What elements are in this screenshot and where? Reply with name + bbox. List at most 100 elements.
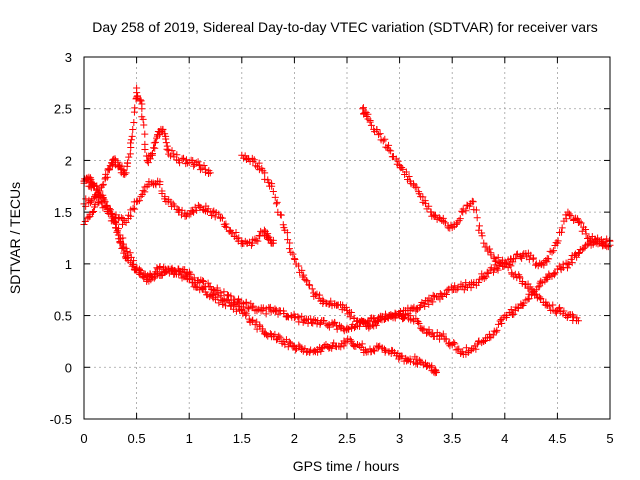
data-point-interp <box>305 281 313 289</box>
data-point-interp <box>242 310 250 318</box>
data-point <box>359 105 367 113</box>
data-point-interp <box>589 238 597 246</box>
data-point <box>164 146 172 154</box>
data-point <box>543 275 551 283</box>
data-point-interp <box>156 180 164 188</box>
data-point <box>101 198 109 206</box>
y-tick-label: 1.5 <box>54 205 72 220</box>
data-point-interp <box>319 344 327 352</box>
data-point-interp <box>478 232 486 240</box>
data-point-interp <box>380 345 388 353</box>
x-tick-label: 1 <box>186 431 193 446</box>
data-point-interp <box>550 247 558 255</box>
data-point-interp <box>242 311 250 319</box>
data-point-interp <box>489 268 497 276</box>
data-point-interp <box>136 270 144 278</box>
data-point-interp <box>373 125 381 133</box>
data-point-interp <box>101 174 109 182</box>
y-tick-label: 2.5 <box>54 102 72 117</box>
data-point-interp <box>139 187 147 195</box>
data-point-interp <box>554 237 562 245</box>
data-point-interp <box>582 230 590 238</box>
data-point-interp <box>90 208 98 216</box>
data-point-interp <box>96 187 104 195</box>
data-point-interp <box>253 318 261 326</box>
data-point <box>459 283 467 291</box>
data-point-interp <box>379 137 387 145</box>
data-point-interp <box>82 195 90 203</box>
data-point-interp <box>331 318 339 326</box>
data-point-interp <box>556 304 564 312</box>
data-point-interp <box>349 321 357 329</box>
data-point-interp <box>285 245 293 253</box>
data-point-interp <box>576 218 584 226</box>
data-point-interp <box>545 302 553 310</box>
data-point-interp <box>199 277 207 285</box>
x-tick-label: 4.5 <box>548 431 566 446</box>
data-point-interp <box>179 154 187 162</box>
data-point-interp <box>429 298 437 306</box>
data-point-interp <box>271 330 279 338</box>
data-point-interp <box>421 302 429 310</box>
data-point-interp <box>367 121 375 129</box>
data-point-interp <box>273 198 281 206</box>
data-point <box>206 169 214 177</box>
data-point-interp <box>371 347 379 355</box>
data-point-interp <box>163 145 171 153</box>
data-point-interp <box>494 266 502 274</box>
data-point-interp <box>271 193 279 201</box>
data-point-interp <box>534 283 542 291</box>
data-point-interp <box>473 214 481 222</box>
data-point-interp <box>558 228 566 236</box>
data-point-interp <box>223 223 231 231</box>
data-point-interp <box>462 207 470 215</box>
data-point-interp <box>546 247 554 255</box>
data-point-interp <box>127 212 135 220</box>
data-point-interp <box>366 117 374 125</box>
data-point-interp <box>387 147 395 155</box>
data-point-interp <box>472 206 480 214</box>
data-point-interp <box>342 303 350 311</box>
data-point <box>269 187 277 195</box>
data-point-interp <box>456 215 464 223</box>
data-point-interp <box>252 237 260 245</box>
x-tick-label: 0 <box>80 431 87 446</box>
data-point-interp <box>148 150 156 158</box>
plot-series <box>80 84 614 377</box>
x-tick-label: 0.5 <box>128 431 146 446</box>
data-point-interp <box>119 234 127 242</box>
data-point-interp <box>127 139 135 147</box>
data-point-interp <box>395 310 403 318</box>
data-point-interp <box>220 295 228 303</box>
data-point-interp <box>242 298 250 306</box>
data-point-interp <box>514 304 522 312</box>
data-point <box>385 146 393 154</box>
data-point <box>138 105 146 113</box>
data-point-interp <box>150 274 158 282</box>
data-point-interp <box>530 254 538 262</box>
data-point-interp <box>480 274 488 282</box>
data-point <box>122 218 130 226</box>
data-point-interp <box>298 344 306 352</box>
y-axis-label: SDTVAR / TECUs <box>7 182 23 294</box>
data-point <box>122 244 130 252</box>
data-point-interp <box>152 138 160 146</box>
data-point-interp <box>578 227 586 235</box>
data-point-interp <box>99 181 107 189</box>
data-point-interp <box>135 197 143 205</box>
data-point-interp <box>144 271 152 279</box>
series-track-f <box>359 104 614 270</box>
data-point-interp <box>519 251 527 259</box>
data-point-interp <box>176 159 184 167</box>
data-point-interp <box>224 291 232 299</box>
data-point-interp <box>419 326 427 334</box>
data-point-interp <box>567 212 575 220</box>
data-point-interp <box>137 97 145 105</box>
data-point-interp <box>276 333 284 341</box>
data-point <box>511 255 519 263</box>
data-point-interp <box>114 225 122 233</box>
plot-frame <box>83 56 611 420</box>
y-tick-label: 0.5 <box>54 309 72 324</box>
data-point-interp <box>105 166 113 174</box>
data-point <box>127 136 135 144</box>
